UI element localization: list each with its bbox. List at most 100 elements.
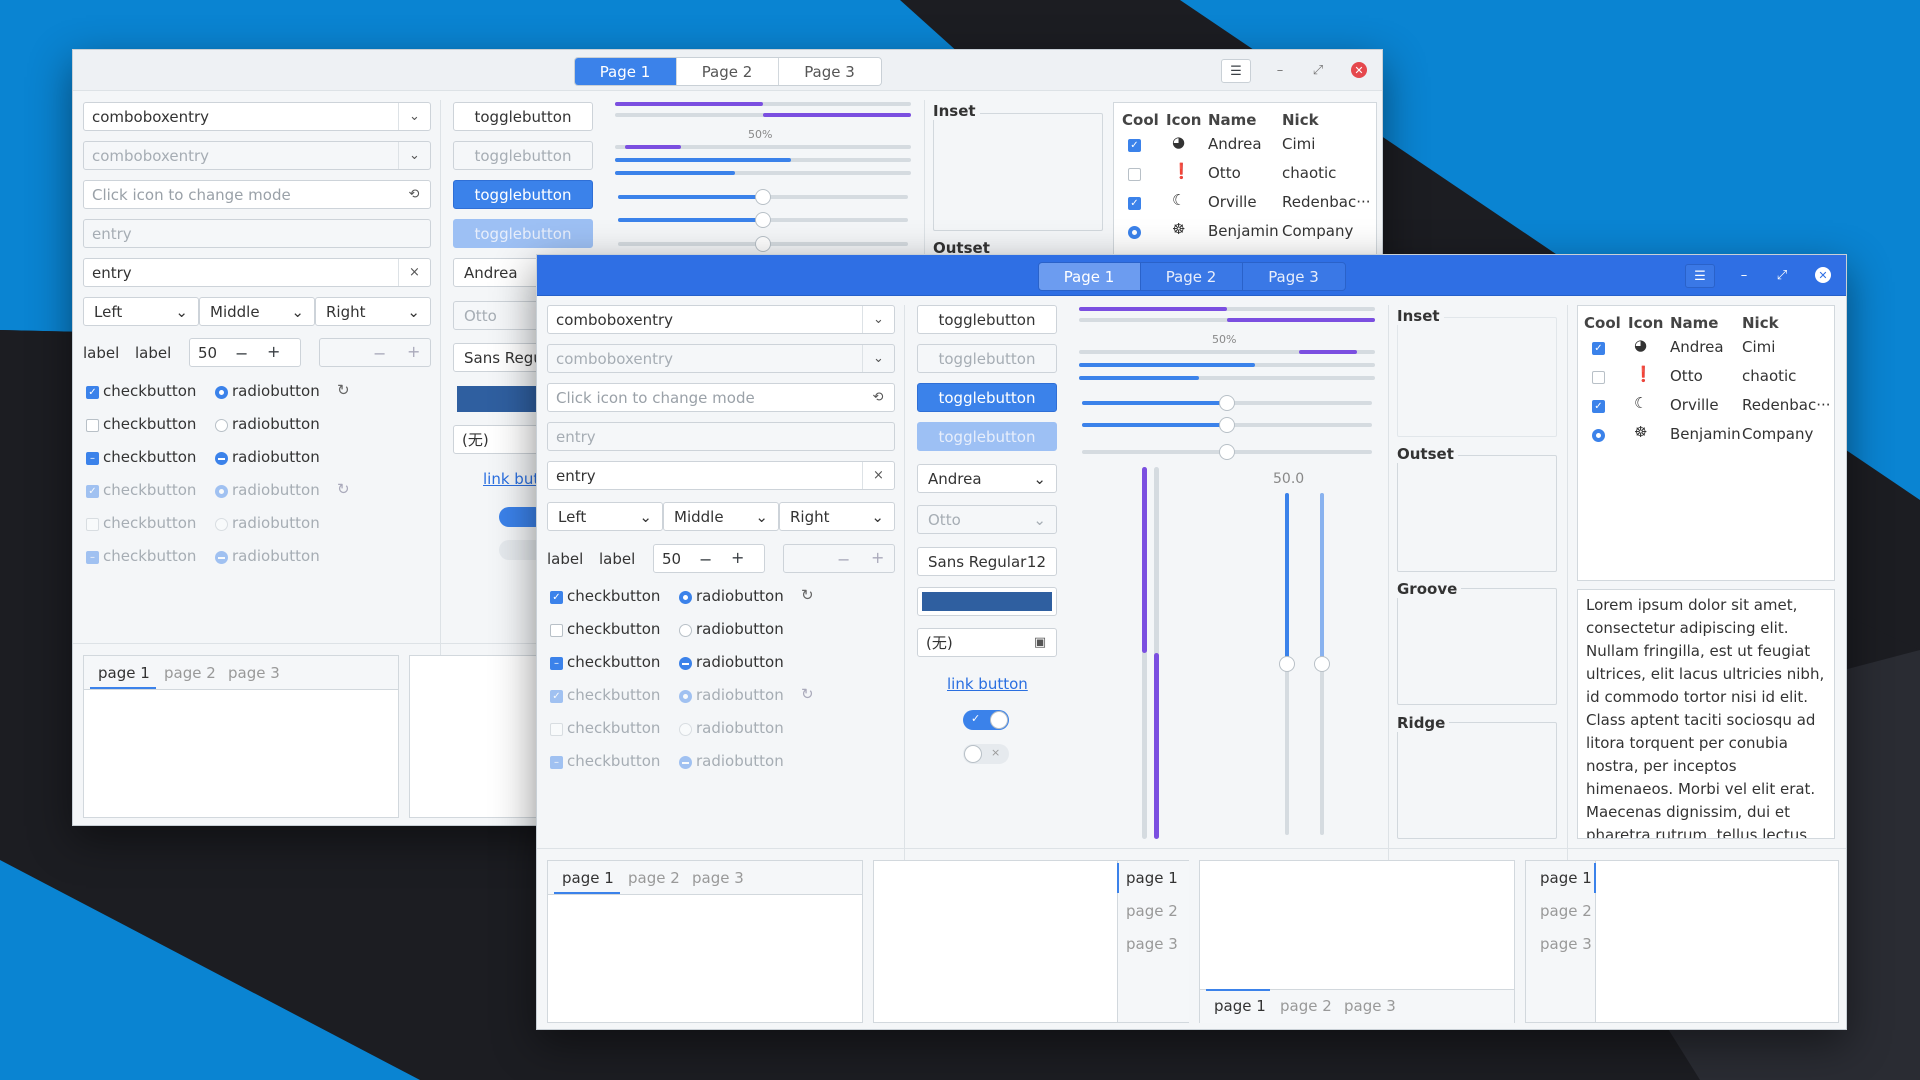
notebook-tab-page-1[interactable]: page 1 <box>562 869 614 887</box>
checkbutton-mixed[interactable]: – <box>550 657 563 670</box>
notebook-tab-page-2[interactable]: page 2 <box>1540 902 1592 920</box>
column-header-name[interactable]: Name <box>1670 314 1719 332</box>
spin-button[interactable]: 50 <box>189 338 301 367</box>
ime-entry[interactable]: (无) ▣ <box>917 628 1057 657</box>
radiobutton-selected[interactable] <box>215 386 228 399</box>
link-button[interactable]: link but <box>483 470 540 488</box>
togglebutton-active[interactable]: togglebutton <box>917 383 1057 412</box>
notebook-tab-page-3[interactable]: page 3 <box>1344 997 1396 1015</box>
tree-view[interactable]: Cool Icon Name Nick ✓ ◕ Andrea Cimi ❗ Ot… <box>1113 102 1377 262</box>
seg-right-combo[interactable]: Right ⌄ <box>779 502 895 531</box>
minus-icon[interactable]: − <box>235 344 249 363</box>
notebook-tab-page-3[interactable]: page 3 <box>228 664 280 682</box>
scale-handle[interactable] <box>1219 417 1235 433</box>
entry-icon-mode[interactable]: Click icon to change mode ⟲ <box>83 180 431 209</box>
header-tab-page-2[interactable]: Page 2 <box>1140 263 1243 290</box>
notebook-tab-page-1[interactable]: page 1 <box>1126 869 1178 887</box>
header-tab-page-1[interactable]: Page 1 <box>1038 263 1141 290</box>
refresh-icon[interactable]: ⟲ <box>872 390 884 405</box>
header-tab-page-2[interactable]: Page 2 <box>676 58 779 85</box>
header-tab-page-3[interactable]: Page 3 <box>1242 263 1345 290</box>
column-header-cool[interactable]: Cool <box>1122 111 1159 129</box>
refresh-icon[interactable]: ⟲ <box>408 187 420 202</box>
chevron-down-icon[interactable]: ⌄ <box>398 103 430 130</box>
seg-left-combo[interactable]: Left ⌄ <box>83 297 199 326</box>
scale-handle[interactable] <box>755 189 771 205</box>
entry-icon-mode[interactable]: Click icon to change mode ⟲ <box>547 383 895 412</box>
entry-with-clear[interactable]: entry × <box>547 461 895 490</box>
notebook-tab-page-3[interactable]: page 3 <box>692 869 744 887</box>
seg-middle-combo[interactable]: Middle ⌄ <box>663 502 779 531</box>
switch-on[interactable]: ✓ <box>963 710 1009 730</box>
tree-check[interactable]: ✓ <box>1128 139 1141 152</box>
notebook-tab-page-2[interactable]: page 2 <box>628 869 680 887</box>
scale-handle[interactable] <box>1219 395 1235 411</box>
color-button[interactable] <box>917 587 1057 616</box>
seg-middle-combo[interactable]: Middle ⌄ <box>199 297 315 326</box>
radiobutton-mixed[interactable] <box>215 452 228 465</box>
notebook-tab-page-3[interactable]: page 3 <box>1126 935 1178 953</box>
togglebutton[interactable]: togglebutton <box>917 305 1057 334</box>
tree-check[interactable] <box>1128 168 1141 181</box>
checkbutton-checked[interactable]: ✓ <box>550 591 563 604</box>
column-header-icon[interactable]: Icon <box>1166 111 1202 129</box>
header-tab-page-3[interactable]: Page 3 <box>778 58 881 85</box>
maximize-icon[interactable]: ⤢ <box>1312 62 1324 78</box>
tree-check[interactable]: ✓ <box>1592 400 1605 413</box>
text-view[interactable]: Lorem ipsum dolor sit amet, consectetur … <box>1577 589 1835 839</box>
column-header-icon[interactable]: Icon <box>1628 314 1664 332</box>
vertical-scale-handle[interactable] <box>1279 656 1295 672</box>
hamburger-menu-icon[interactable]: ☰ <box>1221 59 1251 83</box>
name-combo[interactable]: Andrea ⌄ <box>917 464 1057 493</box>
radiobutton[interactable] <box>679 624 692 637</box>
radiobutton-selected[interactable] <box>679 591 692 604</box>
checkbutton-unchecked[interactable] <box>550 624 563 637</box>
chevron-down-icon[interactable]: ⌄ <box>862 306 894 333</box>
seg-right-combo[interactable]: Right ⌄ <box>315 297 431 326</box>
minimize-icon[interactable]: – <box>1740 267 1748 283</box>
tree-check[interactable]: ✓ <box>1128 197 1141 210</box>
notebook-tab-page-3[interactable]: page 3 <box>1540 935 1592 953</box>
togglebutton-active[interactable]: togglebutton <box>453 180 593 209</box>
checkbutton-checked[interactable]: ✓ <box>86 386 99 399</box>
clear-icon[interactable]: × <box>862 462 894 489</box>
radiobutton-mixed[interactable] <box>679 657 692 670</box>
switch-on[interactable] <box>499 507 545 527</box>
minus-icon[interactable]: − <box>699 550 713 569</box>
close-icon[interactable]: ✕ <box>1351 62 1367 78</box>
togglebutton[interactable]: togglebutton <box>453 102 593 131</box>
column-header-nick[interactable]: Nick <box>1742 314 1779 332</box>
comboboxentry[interactable]: comboboxentry ⌄ <box>547 305 895 334</box>
maximize-icon[interactable]: ⤢ <box>1776 267 1788 283</box>
notebook-tab-page-2[interactable]: page 2 <box>1126 902 1178 920</box>
clipboard-icon[interactable]: ▣ <box>1033 635 1047 650</box>
minimize-icon[interactable]: – <box>1276 62 1284 78</box>
seg-left-combo[interactable]: Left ⌄ <box>547 502 663 531</box>
tree-radio[interactable] <box>1592 429 1605 442</box>
font-button[interactable]: Sans Regular 12 <box>917 547 1057 576</box>
radiobutton[interactable] <box>215 419 228 432</box>
notebook-tab-page-2[interactable]: page 2 <box>1280 997 1332 1015</box>
tree-check[interactable] <box>1592 371 1605 384</box>
header-tab-page-1[interactable]: Page 1 <box>574 58 677 85</box>
notebook-tab-page-1[interactable]: page 1 <box>98 664 150 682</box>
plus-icon[interactable]: + <box>731 548 745 567</box>
scale-handle[interactable] <box>1219 444 1235 460</box>
scale-handle[interactable] <box>755 236 771 252</box>
comboboxentry[interactable]: comboboxentry ⌄ <box>83 102 431 131</box>
tree-view[interactable]: Cool Icon Name Nick ✓ ◕ Andrea Cimi ❗ Ot… <box>1577 305 1835 581</box>
spin-button[interactable]: 50 <box>653 544 765 573</box>
notebook-tab-page-2[interactable]: page 2 <box>164 664 216 682</box>
scale-handle[interactable] <box>755 212 771 228</box>
clear-icon[interactable]: × <box>398 259 430 286</box>
notebook-tab-page-1[interactable]: page 1 <box>1540 869 1592 887</box>
vertical-scale-handle[interactable] <box>1314 656 1330 672</box>
link-button[interactable]: link button <box>947 675 1028 693</box>
entry-with-clear[interactable]: entry × <box>83 258 431 287</box>
checkbutton-unchecked[interactable] <box>86 419 99 432</box>
column-header-cool[interactable]: Cool <box>1584 314 1621 332</box>
hamburger-menu-icon[interactable]: ☰ <box>1685 264 1715 288</box>
plus-icon[interactable]: + <box>267 342 281 361</box>
column-header-nick[interactable]: Nick <box>1282 111 1319 129</box>
notebook-tab-page-1[interactable]: page 1 <box>1214 997 1266 1015</box>
